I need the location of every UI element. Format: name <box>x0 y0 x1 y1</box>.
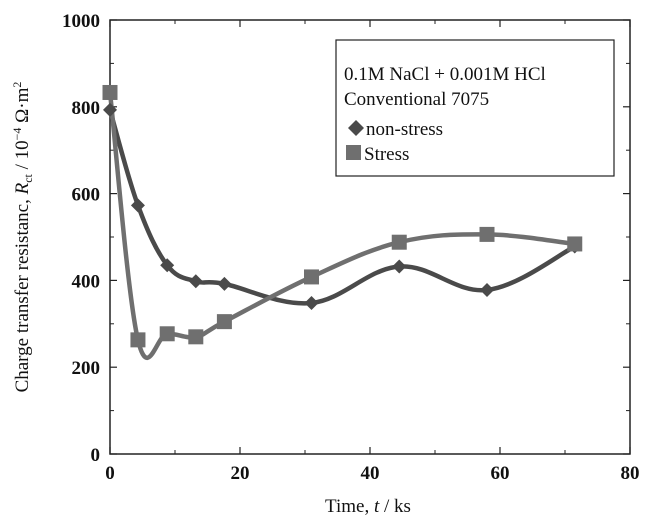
data-point-stress <box>216 314 232 330</box>
x-tick-label: 20 <box>231 463 250 484</box>
legend-stress-label: Stress <box>364 144 409 165</box>
data-point-stress <box>159 326 175 342</box>
legend-box <box>335 39 615 177</box>
y-tick-label: 1000 <box>62 11 100 32</box>
data-point-non-stress <box>304 295 319 310</box>
x-tick-label: 80 <box>621 463 640 484</box>
axis-ticks <box>109 19 631 455</box>
data-point-non-stress <box>103 102 117 117</box>
data-point-non-stress <box>217 276 232 291</box>
data-point-stress <box>102 84 118 100</box>
y-tick-label: 600 <box>72 185 101 206</box>
y-tick-label: 0 <box>91 445 101 466</box>
data-point-stress <box>391 234 407 250</box>
x-axis-label: Time, t / ks <box>325 496 411 517</box>
data-point-stress <box>567 236 583 252</box>
y-axis-label: Charge transfer resistanc, Rct / 10−4 Ω·… <box>10 82 35 393</box>
legend: 0.1M NaCl + 0.001M HCl Conventional 7075… <box>335 39 615 177</box>
x-tick-label: 60 <box>491 463 510 484</box>
data-point-stress <box>188 329 204 345</box>
x-tick-label: 40 <box>361 463 380 484</box>
data-point-non-stress <box>480 282 494 297</box>
data-point-non-stress <box>160 258 175 273</box>
data-point-stress <box>479 226 495 242</box>
y-tick-label: 800 <box>72 98 101 119</box>
series-line-non-stress <box>107 107 577 306</box>
data-point-stress <box>304 269 319 285</box>
y-tick-label: 200 <box>72 358 101 379</box>
data-point-stress <box>130 332 146 348</box>
data-point-non-stress <box>130 198 145 213</box>
legend-non-stress-label: non-stress <box>366 119 443 140</box>
y-tick-label: 400 <box>72 271 101 292</box>
x-tick-label: 0 <box>105 463 115 484</box>
legend-header-line-1: 0.1M NaCl + 0.001M HCl <box>344 64 546 85</box>
data-point-non-stress <box>188 274 203 289</box>
data-point-non-stress <box>392 259 407 274</box>
legend-header-line-2: Conventional 7075 <box>344 89 489 110</box>
legend-stress-marker <box>346 145 361 160</box>
legend-non-stress-marker <box>348 120 364 136</box>
series-markers <box>102 84 583 348</box>
